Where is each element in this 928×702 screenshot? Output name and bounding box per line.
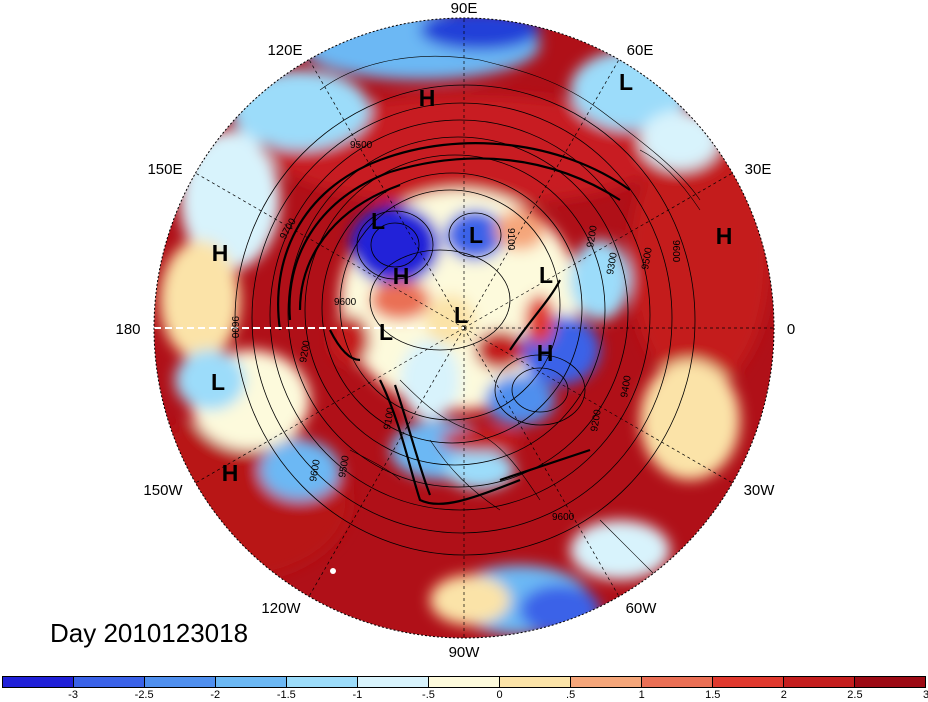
lon-label-30w: 30W [744,482,776,499]
colorbar-tick-label: -3 [68,689,78,701]
lon-label-30e: 30E [745,161,772,178]
high-pressure-marker: H [537,340,554,366]
colorbar-swatch [216,677,287,687]
map-boundary [153,17,775,639]
contour-label: 9200 [589,408,604,432]
lon-label-90w: 90W [449,644,481,661]
lon-label-150e: 150E [147,161,182,178]
colorbar-swatch [855,677,925,687]
colorbar-tick-label: 3 [922,689,928,701]
colorbar-swatch [74,677,145,687]
colorbar-tick-label: 1.5 [705,689,721,701]
pressure-centers: L H L L L H L L H H L H H [211,69,732,486]
contour-label: 9500 [350,140,373,151]
date-title: Day 2010123018 [50,618,249,648]
colorbar-tick-label: 2.5 [847,689,863,701]
contour-label: 9100 [505,228,516,251]
lon-label-60e: 60E [627,42,654,59]
contour-label: 9600 [670,240,681,263]
lon-label-120e: 120E [267,42,302,59]
lon-label-60w: 60W [626,600,658,617]
colorbar [2,676,926,688]
low-pressure-marker: L [619,69,633,95]
low-pressure-marker: L [211,369,225,395]
colorbar-tick-label: -1 [352,689,363,701]
colorbar-tick-label: -1.5 [276,689,296,701]
colorbar-swatch [3,677,74,687]
lon-label-90e: 90E [451,0,478,17]
low-pressure-marker: L [371,208,385,234]
colorbar-tick-label: -.5 [422,689,435,701]
contour-label: 9500 [337,454,352,478]
contour-label: 9600 [552,512,575,523]
contour-label: 9200 [585,224,600,248]
lon-label-150w: 150W [143,482,183,499]
colorbar-swatch [500,677,571,687]
contour-label: 9100 [382,406,397,430]
colorbar-swatch [642,677,713,687]
graticule [195,18,774,638]
colorbar-swatch [287,677,358,687]
high-pressure-marker: H [716,223,733,249]
low-pressure-marker: L [469,222,483,248]
high-pressure-marker: H [212,240,229,266]
colorbar-tick-label: 0 [496,689,503,701]
contour-label: 9500 [640,246,655,270]
colorbar-tick-label: -2 [210,689,221,701]
colorbar-tick-label: 1 [638,689,645,701]
high-pressure-marker: H [419,85,436,111]
high-pressure-marker: H [222,460,239,486]
colorbar-swatch [713,677,784,687]
contour-label: 9200 [298,339,313,363]
lon-label-0: 0 [787,321,795,338]
colorbar-tick-label: -2.5 [134,689,154,701]
colorbar-tick-label: .5 [566,689,576,701]
colorbar-swatch [571,677,642,687]
low-pressure-marker: L [454,302,468,328]
anomaly-field [154,18,774,638]
colorbar-tick-label: 2 [780,689,787,701]
contour-label: 9300 [605,251,620,275]
lon-label-180: 180 [115,321,140,338]
colorbar-swatch [784,677,855,687]
height-contours [234,84,696,556]
colorbar-swatch [145,677,216,687]
low-pressure-marker: L [379,319,393,345]
high-pressure-marker: H [393,263,410,289]
contour-label: 9400 [619,374,634,398]
jet-contours [277,142,631,506]
colorbar-swatch [429,677,500,687]
colorbar-swatch [358,677,429,687]
contour-label: 9600 [229,316,240,339]
station-marker [330,568,336,574]
low-pressure-marker: L [539,262,553,288]
contour-label: 9600 [334,297,357,308]
contour-label: 9600 [308,458,323,482]
lon-label-120w: 120W [261,600,301,617]
contour-labels: 9500 9100 9600 9200 9600 9700 9600 9500 … [229,140,681,523]
